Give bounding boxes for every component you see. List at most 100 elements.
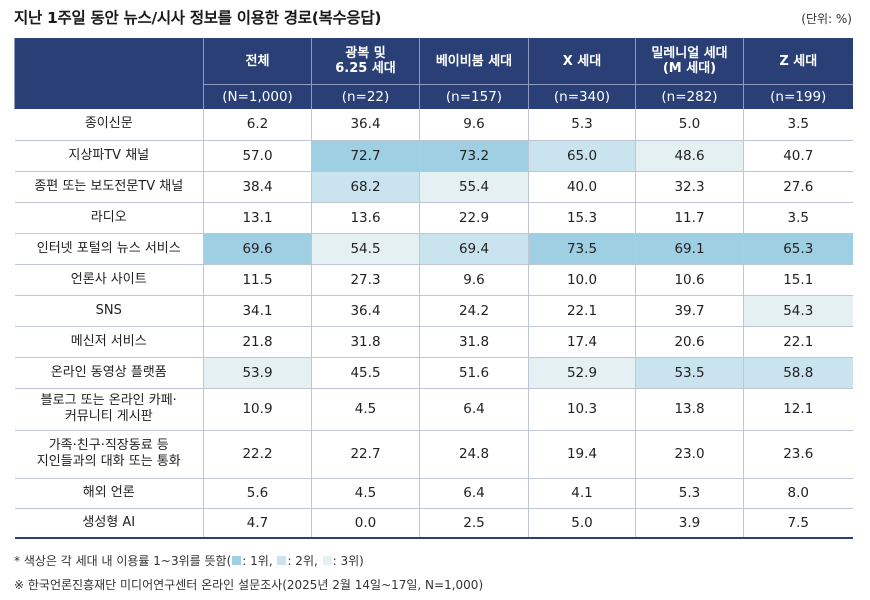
table-cell: 39.7 [635, 295, 744, 327]
table-cell: 73.2 [419, 140, 529, 172]
table-cell: 73.5 [528, 233, 636, 265]
table-cell: 15.3 [528, 202, 636, 234]
column-sample-size-5: (n=199) [743, 84, 853, 109]
table-cell: 27.3 [311, 264, 420, 296]
row-label: 종이신문 [14, 109, 204, 141]
table-cell: 5.6 [203, 478, 312, 509]
row-label: 해외 언론 [14, 478, 204, 509]
table-cell: 69.1 [635, 233, 744, 265]
table-row: 지상파TV 채널 57.0 72.7 73.2 65.0 48.6 40.7 [14, 140, 853, 172]
header-row-names: 전체 광복 및 6.25 세대 베이비붐 세대 X 세대 밀레니얼 세대 (M 세대) Z 세… [14, 38, 853, 109]
row-label: SNS [14, 295, 204, 327]
row-label: 생성형 AI [14, 508, 204, 539]
table-row: 라디오 13.1 13.6 22.9 15.3 11.7 3.5 [14, 202, 853, 234]
table-row: SNS 34.1 36.4 24.2 22.1 39.7 54.3 [14, 295, 853, 327]
table-cell: 38.4 [203, 171, 312, 203]
table-cell: 53.9 [203, 357, 312, 389]
table-cell: 5.3 [635, 478, 744, 509]
table-cell: 65.3 [743, 233, 853, 265]
table-cell: 3.5 [743, 202, 853, 234]
legend-note-prefix: * 색상은 각 세대 내 이용률 1~3위를 뜻함( [14, 554, 232, 568]
table-cell: 4.7 [203, 508, 312, 539]
table-cell: 3.5 [743, 109, 853, 141]
table-cell: 36.4 [311, 295, 420, 327]
table-cell: 10.9 [203, 388, 312, 431]
table-cell: 17.4 [528, 326, 636, 358]
column-header-5: Z 세대 [743, 38, 853, 85]
table-cell: 31.8 [311, 326, 420, 358]
table-cell: 32.3 [635, 171, 744, 203]
table-cell: 5.0 [635, 109, 744, 141]
rank3-swatch [322, 556, 332, 565]
table-cell: 22.7 [311, 430, 420, 479]
table-cell: 6.2 [203, 109, 312, 141]
row-label: 지상파TV 채널 [14, 140, 204, 172]
table-cell: 22.9 [419, 202, 529, 234]
legend-note-rank3: : 3위) [332, 554, 364, 568]
column-sample-size-0: (N=1,000) [203, 84, 312, 109]
table-cell: 13.1 [203, 202, 312, 234]
table-row: 가족·친구·직장동료 등 지인들과의 대화 또는 통화 22.2 22.7 24.8 19… [14, 430, 853, 479]
table-cell: 5.3 [528, 109, 636, 141]
column-header-4: 밀레니얼 세대 (M 세대) [635, 38, 744, 85]
source-note: ※ 한국언론진흥재단 미디어연구센터 온라인 설문조사(2025년 2월 14일… [14, 578, 484, 592]
table-cell: 10.6 [635, 264, 744, 296]
table-cell: 10.3 [528, 388, 636, 431]
table-cell: 12.1 [743, 388, 853, 431]
table-cell: 4.5 [311, 388, 420, 431]
table-cell: 6.4 [419, 388, 529, 431]
table-row: 해외 언론 5.6 4.5 6.4 4.1 5.3 8.0 [14, 478, 853, 509]
table-row: 온라인 동영상 플랫폼 53.9 45.5 51.6 52.9 53.5 58.8 [14, 357, 853, 389]
header-corner [14, 38, 204, 109]
table-cell: 11.5 [203, 264, 312, 296]
table-cell: 69.6 [203, 233, 312, 265]
column-sample-size-2: (n=157) [419, 84, 529, 109]
table-cell: 52.9 [528, 357, 636, 389]
table-cell: 27.6 [743, 171, 853, 203]
table-cell: 13.8 [635, 388, 744, 431]
header-row-sample-sizes: (N=1,000) (n=22) (n=157) (n=340) (n=282) (n=1… [15, 84, 853, 109]
column-header-0: 전체 [203, 38, 312, 85]
row-label: 라디오 [14, 202, 204, 234]
table-cell: 23.6 [743, 430, 853, 479]
table-row: 블로그 또는 온라인 카페· 커뮤니티 게시판 10.9 4.5 6.4 10.3 13.8… [14, 388, 853, 431]
table-row: 종편 또는 보도전문TV 채널 38.4 68.2 55.4 40.0 32.3 27.6 [14, 171, 853, 203]
table-cell: 21.8 [203, 326, 312, 358]
chart-title: 지난 1주일 동안 뉴스/시사 정보를 이용한 경로(복수응답) [14, 9, 382, 27]
table-cell: 11.7 [635, 202, 744, 234]
table-cell: 24.8 [419, 430, 529, 479]
table-cell: 10.0 [528, 264, 636, 296]
column-header-2: 베이비붐 세대 [419, 38, 529, 85]
table-cell: 65.0 [528, 140, 636, 172]
table-cell: 57.0 [203, 140, 312, 172]
table-cell: 24.2 [419, 295, 529, 327]
table-row: 언론사 사이트 11.5 27.3 9.6 10.0 10.6 15.1 [14, 264, 853, 296]
table-cell: 3.9 [635, 508, 744, 539]
rank2-swatch [277, 556, 287, 565]
table-cell: 20.6 [635, 326, 744, 358]
table-row: 인터넷 포털의 뉴스 서비스 69.6 54.5 69.4 73.5 69.1 65.3 [14, 233, 853, 265]
column-header-1: 광복 및 6.25 세대 [311, 38, 420, 85]
table-cell: 72.7 [311, 140, 420, 172]
table-cell: 68.2 [311, 171, 420, 203]
table-cell: 6.4 [419, 478, 529, 509]
rank1-swatch [232, 556, 242, 565]
table-cell: 40.7 [743, 140, 853, 172]
table-row: 메신저 서비스 21.8 31.8 31.8 17.4 20.6 22.1 [14, 326, 853, 358]
row-label: 메신저 서비스 [14, 326, 204, 358]
table-cell: 23.0 [635, 430, 744, 479]
legend-note-rank1: : 1위, [242, 554, 277, 568]
table-cell: 13.6 [311, 202, 420, 234]
table-cell: 31.8 [419, 326, 529, 358]
table-cell: 34.1 [203, 295, 312, 327]
table-cell: 54.5 [311, 233, 420, 265]
row-label: 종편 또는 보도전문TV 채널 [14, 171, 204, 203]
table-cell: 4.1 [528, 478, 636, 509]
column-sample-size-3: (n=340) [528, 84, 636, 109]
row-label: 블로그 또는 온라인 카페· 커뮤니티 게시판 [14, 388, 204, 431]
table-cell: 9.6 [419, 109, 529, 141]
table-cell: 15.1 [743, 264, 853, 296]
table-body: 종이신문 6.2 36.4 9.6 5.3 5.0 3.5 지상파TV 채널 57.0 72.7 7… [14, 109, 853, 539]
unit-label: (단위: %) [801, 12, 852, 26]
table-cell: 4.5 [311, 478, 420, 509]
